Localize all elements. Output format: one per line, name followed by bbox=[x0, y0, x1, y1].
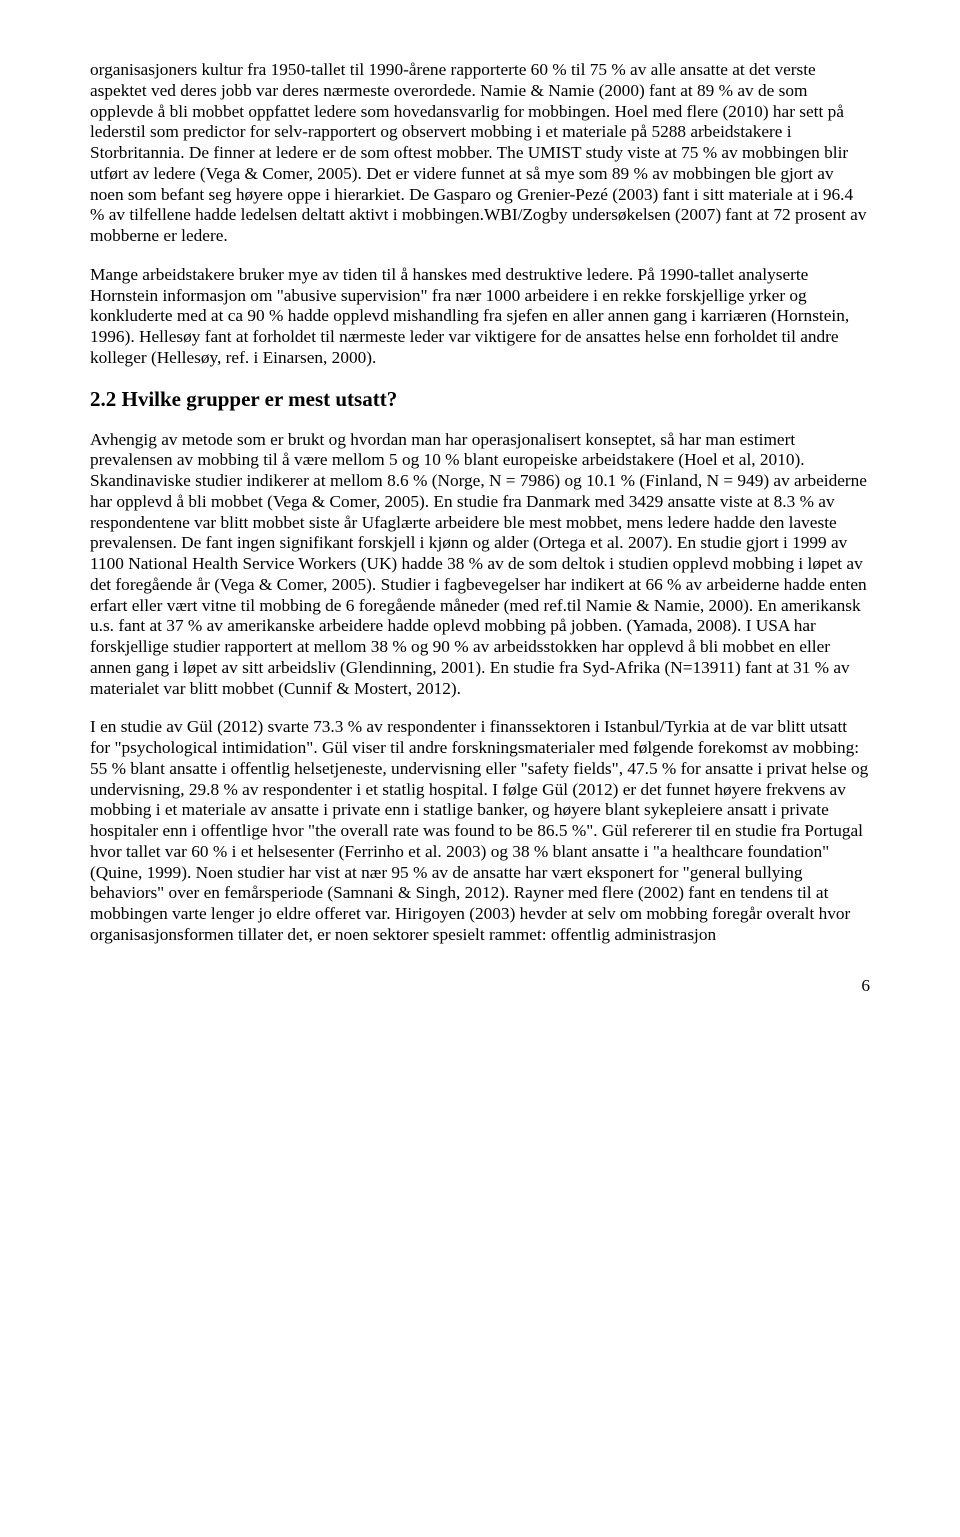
page-number: 6 bbox=[90, 976, 870, 996]
paragraph-2: Mange arbeidstakere bruker mye av tiden … bbox=[90, 265, 870, 369]
document-page: organisasjoners kultur fra 1950-tallet t… bbox=[0, 0, 960, 1036]
paragraph-1: organisasjoners kultur fra 1950-tallet t… bbox=[90, 60, 870, 247]
section-heading-2-2: 2.2 Hvilke grupper er mest utsatt? bbox=[90, 387, 870, 412]
paragraph-3: Avhengig av metode som er brukt og hvord… bbox=[90, 430, 870, 700]
paragraph-4: I en studie av Gül (2012) svarte 73.3 % … bbox=[90, 717, 870, 945]
